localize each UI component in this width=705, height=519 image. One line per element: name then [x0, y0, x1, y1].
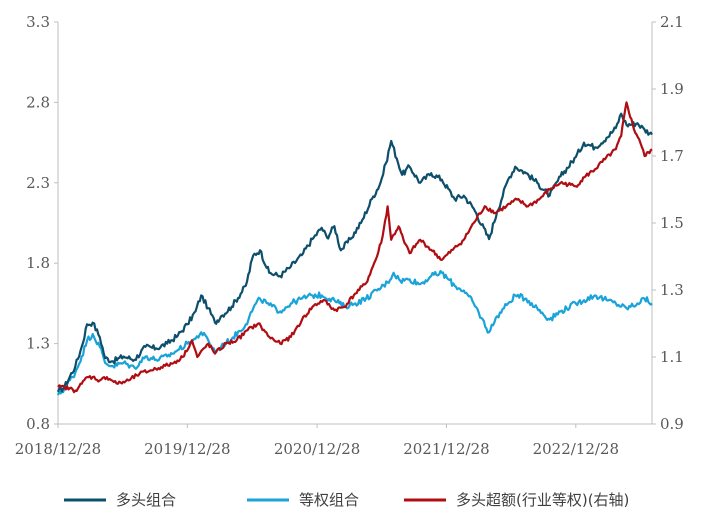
y-left-tick-label: 2.3 — [26, 174, 50, 192]
x-tick-label: 2019/12/28 — [144, 440, 230, 458]
x-tick-label: 2021/12/28 — [403, 440, 489, 458]
y-left-tick-label: 2.8 — [26, 93, 50, 111]
y-right-tick-label: 0.9 — [660, 415, 684, 433]
y-right-tick-label: 1.5 — [660, 214, 684, 232]
y-right-tick-label: 1.3 — [660, 281, 684, 299]
x-tick-label: 2022/12/28 — [533, 440, 619, 458]
y-left-tick-label: 3.3 — [26, 13, 50, 31]
axes-group: 0.8 1.3 1.8 2.3 2.8 3.3 0.9 1.1 1.3 1.5 1.7 1.9 2.1 2… — [15, 13, 684, 458]
legend-label-1: 多头组合 — [116, 491, 176, 509]
series-line-2 — [56, 269, 653, 396]
y-right-tick-label: 1.7 — [660, 147, 684, 165]
y-right-tick-label: 2.1 — [660, 13, 684, 31]
series-line-1 — [56, 112, 653, 393]
series-group — [56, 101, 653, 396]
y-right-tick-label: 1.9 — [660, 80, 684, 98]
legend-label-3: 多头超额(行业等权)(右轴) — [456, 491, 629, 509]
y-left-tick-label: 1.8 — [26, 254, 50, 272]
legend-label-2: 等权组合 — [299, 491, 359, 509]
y-left-tick-label: 1.3 — [26, 335, 50, 353]
y-left-tick-label: 0.8 — [26, 415, 50, 433]
series-line-3 — [57, 101, 653, 394]
x-tick-label: 2018/12/28 — [15, 440, 101, 458]
x-tick-label: 2020/12/28 — [274, 440, 360, 458]
y-right-tick-label: 1.1 — [660, 348, 684, 366]
legend: 多头组合 等权组合 多头超额(行业等权)(右轴) — [64, 491, 629, 509]
